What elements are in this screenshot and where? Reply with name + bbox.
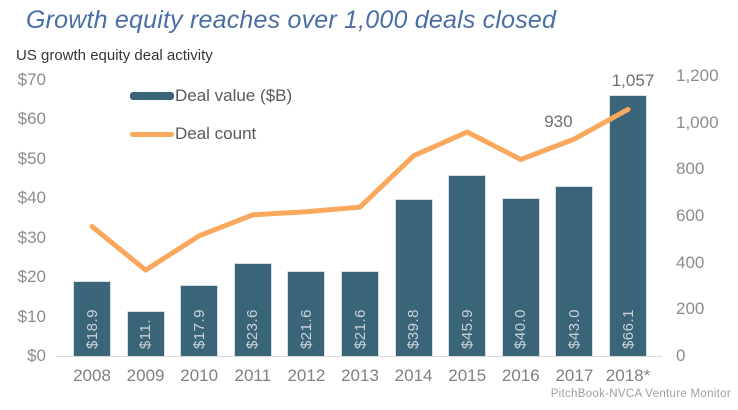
x-tick-2017: 2017 [555,366,594,385]
left-axis-tick: $40 [17,188,46,208]
bar-value-label-wrap: $21.6 [342,309,378,349]
deal-value-swatch-icon [130,92,174,100]
right-axis-tick: 0 [676,346,686,365]
x-tick-2015: 2015 [448,366,487,385]
chart-subtitle: US growth equity deal activity [16,47,213,64]
deal-count-swatch-icon [130,131,174,137]
right-axis-tick: 1,000 [676,112,719,132]
annotation-1057: 1,057 [611,71,655,91]
bar-value-label: $21.6 [297,308,315,349]
right-axis-tick: 200 [676,299,705,319]
bar-value-label-wrap: $17.9 [181,309,217,349]
x-tick-2013: 2013 [341,366,379,385]
bar-value-label-wrap: $43.0 [556,309,592,349]
bar-value-label: $40.0 [512,308,530,349]
bar-value-label: $17.9 [190,308,208,349]
right-axis-tick: 800 [676,159,705,179]
bar-value-label-wrap: $21.6 [288,309,324,349]
bar-2014: $39.8 [394,199,433,356]
bar-value-label-wrap: $11. [128,319,164,349]
bar-2008: $18.9 [73,281,111,356]
legend-label-deal-value: Deal value ($B) [175,86,293,105]
bar-2009: $11. [126,311,165,356]
source-attribution: PitchBook-NVCA Venture Monitor [550,388,731,400]
x-tick-2012: 2012 [287,366,326,385]
left-axis-tick: $0 [27,346,46,365]
left-axis-tick: $70 [17,70,46,89]
left-axis-tick: $30 [17,227,46,247]
bar-2010: $17.9 [180,285,219,356]
right-axis-tick: 1,200 [676,66,719,85]
left-axis-tick: $20 [17,267,46,287]
legend-item-deal-value: Deal value ($B) [130,86,292,106]
legend-item-deal-count: Deal count [130,124,292,144]
bar-value-label: $43.0 [565,308,583,349]
legend-label-deal-count: Deal count [175,124,257,143]
bar-value-label-wrap: $45.9 [449,309,485,349]
x-tick-2014: 2014 [394,366,433,385]
x-tick-2018: 2018* [605,366,651,385]
bar-2016: $40.0 [501,198,540,356]
bar-value-label-wrap: $39.8 [396,309,432,349]
bar-2011: $23.6 [233,262,272,356]
left-axis-tick: $60 [17,109,46,129]
bar-2012: $21.6 [287,270,326,356]
bar-value-label: $23.6 [244,308,262,349]
x-tick-2011: 2011 [234,366,272,385]
x-tick-2009: 2009 [126,366,165,385]
bar-value-label: $21.6 [351,308,369,349]
left-axis-tick: $50 [17,148,46,168]
x-axis-line [56,356,662,357]
bar-value-label: $45.9 [458,308,476,349]
annotation-930: 930 [544,112,573,131]
left-axis-tick: $10 [17,306,46,326]
bar-value-label: $18.9 [83,308,101,349]
bar-value-label: $11. [137,318,155,349]
right-axis-tick: 600 [676,206,705,225]
bar-value-label-wrap: $66.1 [610,309,646,349]
x-tick-2008: 2008 [73,366,111,385]
bar-value-label-wrap: $40.0 [503,309,539,349]
bar-value-label-wrap: $23.6 [235,309,271,349]
bar-2013: $21.6 [341,270,379,356]
bar-2015: $45.9 [448,175,487,356]
legend: Deal value ($B) Deal count [130,86,292,162]
bar-2018: $66.1 [609,95,647,356]
x-tick-2010: 2010 [180,366,219,385]
bar-value-label: $66.1 [619,308,637,349]
bar-value-label: $39.8 [405,308,423,349]
x-tick-2016: 2016 [501,366,540,385]
right-axis-tick: 400 [676,252,705,272]
chart-title: Growth equity reaches over 1,000 deals c… [26,6,557,34]
bar-value-label-wrap: $18.9 [74,309,110,349]
bar-2017: $43.0 [555,186,594,356]
